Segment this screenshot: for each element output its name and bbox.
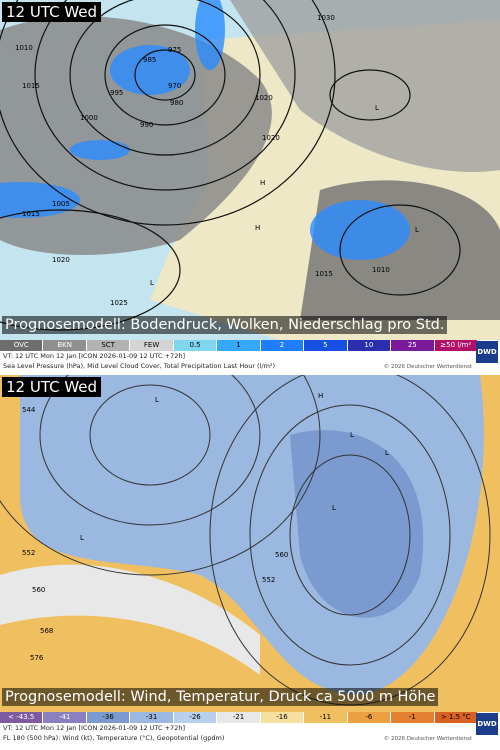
map-label: 560 xyxy=(32,586,45,594)
isobar xyxy=(329,69,411,121)
map-label: 552 xyxy=(22,549,35,557)
map-label: 1020 xyxy=(262,134,280,142)
precipitation xyxy=(110,45,190,95)
map-label: L xyxy=(150,279,154,287)
map-label: 1015 xyxy=(22,82,40,90)
isobar xyxy=(134,49,196,101)
weather-map: 1030 1010 1015 995 990 985 975 970 980 1000 1005 10… xyxy=(0,0,500,340)
map-label: L xyxy=(155,396,159,404)
height-contour xyxy=(89,384,211,486)
height-contour xyxy=(289,454,411,616)
legend-item: BKN xyxy=(43,340,87,351)
legend-item: 10 xyxy=(347,340,392,351)
map-label: 1030 xyxy=(317,14,335,22)
info-line: VT: 12 UTC Mon 12 Jan [ICON 2026-01-09 1… xyxy=(3,724,185,732)
legend-item: -36 xyxy=(86,712,131,723)
map-label: L xyxy=(415,226,419,234)
map-label: 1010 xyxy=(15,44,33,52)
copyright: © 2026 Deutscher Wetterdienst xyxy=(383,364,472,370)
copyright: © 2026 Deutscher Wetterdienst xyxy=(383,736,472,742)
map-label: 1020 xyxy=(255,94,273,102)
legend-item: -1 xyxy=(391,712,435,723)
map-label: L xyxy=(375,104,379,112)
legend-item: 2 xyxy=(260,340,305,351)
map-label: 985 xyxy=(143,56,156,64)
map-label: 1015 xyxy=(315,270,333,278)
legend-item: FEW xyxy=(130,340,174,351)
legend: < -43.5 -41 -36 -31 -26 -21 -16 -11 -6 -1 > 1.5 °C xyxy=(0,712,478,723)
map-label: 1015 xyxy=(22,210,40,218)
isobar xyxy=(69,0,261,156)
info-line: Sea Level Pressure (hPa), Mid Level Clou… xyxy=(3,362,276,370)
time-label: 12 UTC Wed xyxy=(2,377,102,397)
weather-map: 544 552 560 568 576 560 552 L L L H L L xyxy=(0,375,500,712)
map-label: 568 xyxy=(40,627,53,635)
map-label: H xyxy=(260,179,265,187)
legend-item: > 1.5 °C xyxy=(434,712,478,723)
precipitation xyxy=(195,0,225,70)
precipitation xyxy=(70,140,130,160)
legend-item: < -43.5 xyxy=(0,712,44,723)
legend-item: OVC xyxy=(0,340,44,351)
precipitation xyxy=(310,200,410,260)
time-label: 12 UTC Wed xyxy=(2,2,102,22)
legend-item: 25 xyxy=(391,340,435,351)
legend-item: 5 xyxy=(304,340,348,351)
map-label: 1025 xyxy=(110,299,128,307)
map-label: 1020 xyxy=(52,256,70,264)
map-label: H xyxy=(318,392,323,400)
height-contour xyxy=(39,375,261,526)
isobar xyxy=(339,204,461,296)
legend-item: -11 xyxy=(304,712,348,723)
legend-item: -26 xyxy=(173,712,218,723)
legend-item: SCT xyxy=(86,340,131,351)
height-contour xyxy=(249,404,451,666)
dwd-logo: DWD xyxy=(476,341,498,363)
legend-item: ≥50 l/m² xyxy=(434,340,478,351)
height-contour xyxy=(0,375,321,576)
isobar xyxy=(34,0,296,191)
map-label: 560 xyxy=(275,551,288,559)
legend-item: -41 xyxy=(43,712,87,723)
map-label: 1000 xyxy=(80,114,98,122)
map-label: 544 xyxy=(22,406,36,414)
precipitation xyxy=(0,182,80,218)
legend-item: 0.5 xyxy=(173,340,218,351)
map-label: L xyxy=(332,504,336,512)
legend-item: 1 xyxy=(217,340,261,351)
map-panel: 544 552 560 568 576 560 552 L L L H L L 12 UTC Wed Pro… xyxy=(0,375,500,750)
map-label: 975 xyxy=(168,46,181,54)
map-label: L xyxy=(350,431,354,439)
map-label: L xyxy=(80,534,84,542)
map-label: H xyxy=(255,224,260,232)
legend-item: -16 xyxy=(260,712,305,723)
cold-core xyxy=(290,430,424,618)
map-label: 1005 xyxy=(52,200,70,208)
cloud xyxy=(230,0,500,172)
caption: Prognosemodell: Wind, Temperatur, Druck … xyxy=(2,688,439,706)
caption: Prognosemodell: Bodendruck, Wolken, Nied… xyxy=(2,316,448,334)
isobar xyxy=(0,0,336,226)
map-label: L xyxy=(385,449,389,457)
map-label: 970 xyxy=(168,82,181,90)
map-label: 990 xyxy=(140,121,153,129)
map-label: 552 xyxy=(262,576,275,584)
map-label: 576 xyxy=(30,654,44,662)
dwd-logo: DWD xyxy=(476,713,498,735)
info-line: VT: 12 UTC Mon 12 Jan [ICON 2026-01-09 1… xyxy=(3,352,185,360)
info-line: FL 180 (500 hPa): Wind (kt), Temperature… xyxy=(3,734,225,742)
legend-item: -6 xyxy=(347,712,392,723)
isobar xyxy=(104,24,226,126)
legend-item: -21 xyxy=(217,712,261,723)
map-panel: 1030 1010 1015 995 990 985 975 970 980 1000 1005 10… xyxy=(0,0,500,370)
legend-item: -31 xyxy=(130,712,174,723)
map-label: 980 xyxy=(170,99,183,107)
legend: OVC BKN SCT FEW 0.5 1 2 5 10 25 ≥50 l/m² xyxy=(0,340,478,351)
map-label: 995 xyxy=(110,89,123,97)
map-label: 1010 xyxy=(372,266,390,274)
mild-band xyxy=(0,564,260,675)
